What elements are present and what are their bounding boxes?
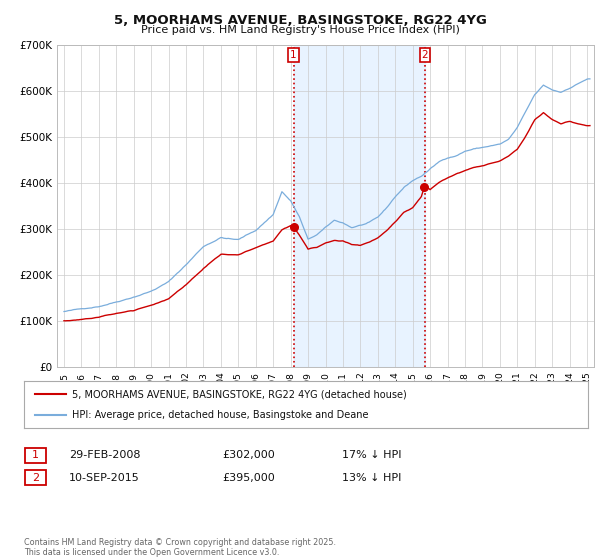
Text: HPI: Average price, detached house, Basingstoke and Deane: HPI: Average price, detached house, Basi… bbox=[72, 410, 368, 420]
Text: 1: 1 bbox=[32, 450, 39, 460]
Text: 5, MOORHAMS AVENUE, BASINGSTOKE, RG22 4YG (detached house): 5, MOORHAMS AVENUE, BASINGSTOKE, RG22 4Y… bbox=[72, 389, 407, 399]
FancyBboxPatch shape bbox=[25, 448, 46, 463]
Text: £395,000: £395,000 bbox=[222, 473, 275, 483]
Text: Price paid vs. HM Land Registry's House Price Index (HPI): Price paid vs. HM Land Registry's House … bbox=[140, 25, 460, 35]
Text: 2: 2 bbox=[422, 50, 428, 59]
Bar bbox=[293, 45, 425, 367]
Text: Contains HM Land Registry data © Crown copyright and database right 2025.
This d: Contains HM Land Registry data © Crown c… bbox=[24, 538, 336, 557]
Text: 29-FEB-2008: 29-FEB-2008 bbox=[69, 450, 140, 460]
FancyBboxPatch shape bbox=[25, 470, 46, 485]
Text: 13% ↓ HPI: 13% ↓ HPI bbox=[342, 473, 401, 483]
Text: 17% ↓ HPI: 17% ↓ HPI bbox=[342, 450, 401, 460]
Text: 2: 2 bbox=[32, 473, 39, 483]
Text: 1: 1 bbox=[290, 50, 297, 59]
Text: 10-SEP-2015: 10-SEP-2015 bbox=[69, 473, 140, 483]
Text: £302,000: £302,000 bbox=[222, 450, 275, 460]
Text: 5, MOORHAMS AVENUE, BASINGSTOKE, RG22 4YG: 5, MOORHAMS AVENUE, BASINGSTOKE, RG22 4Y… bbox=[113, 14, 487, 27]
